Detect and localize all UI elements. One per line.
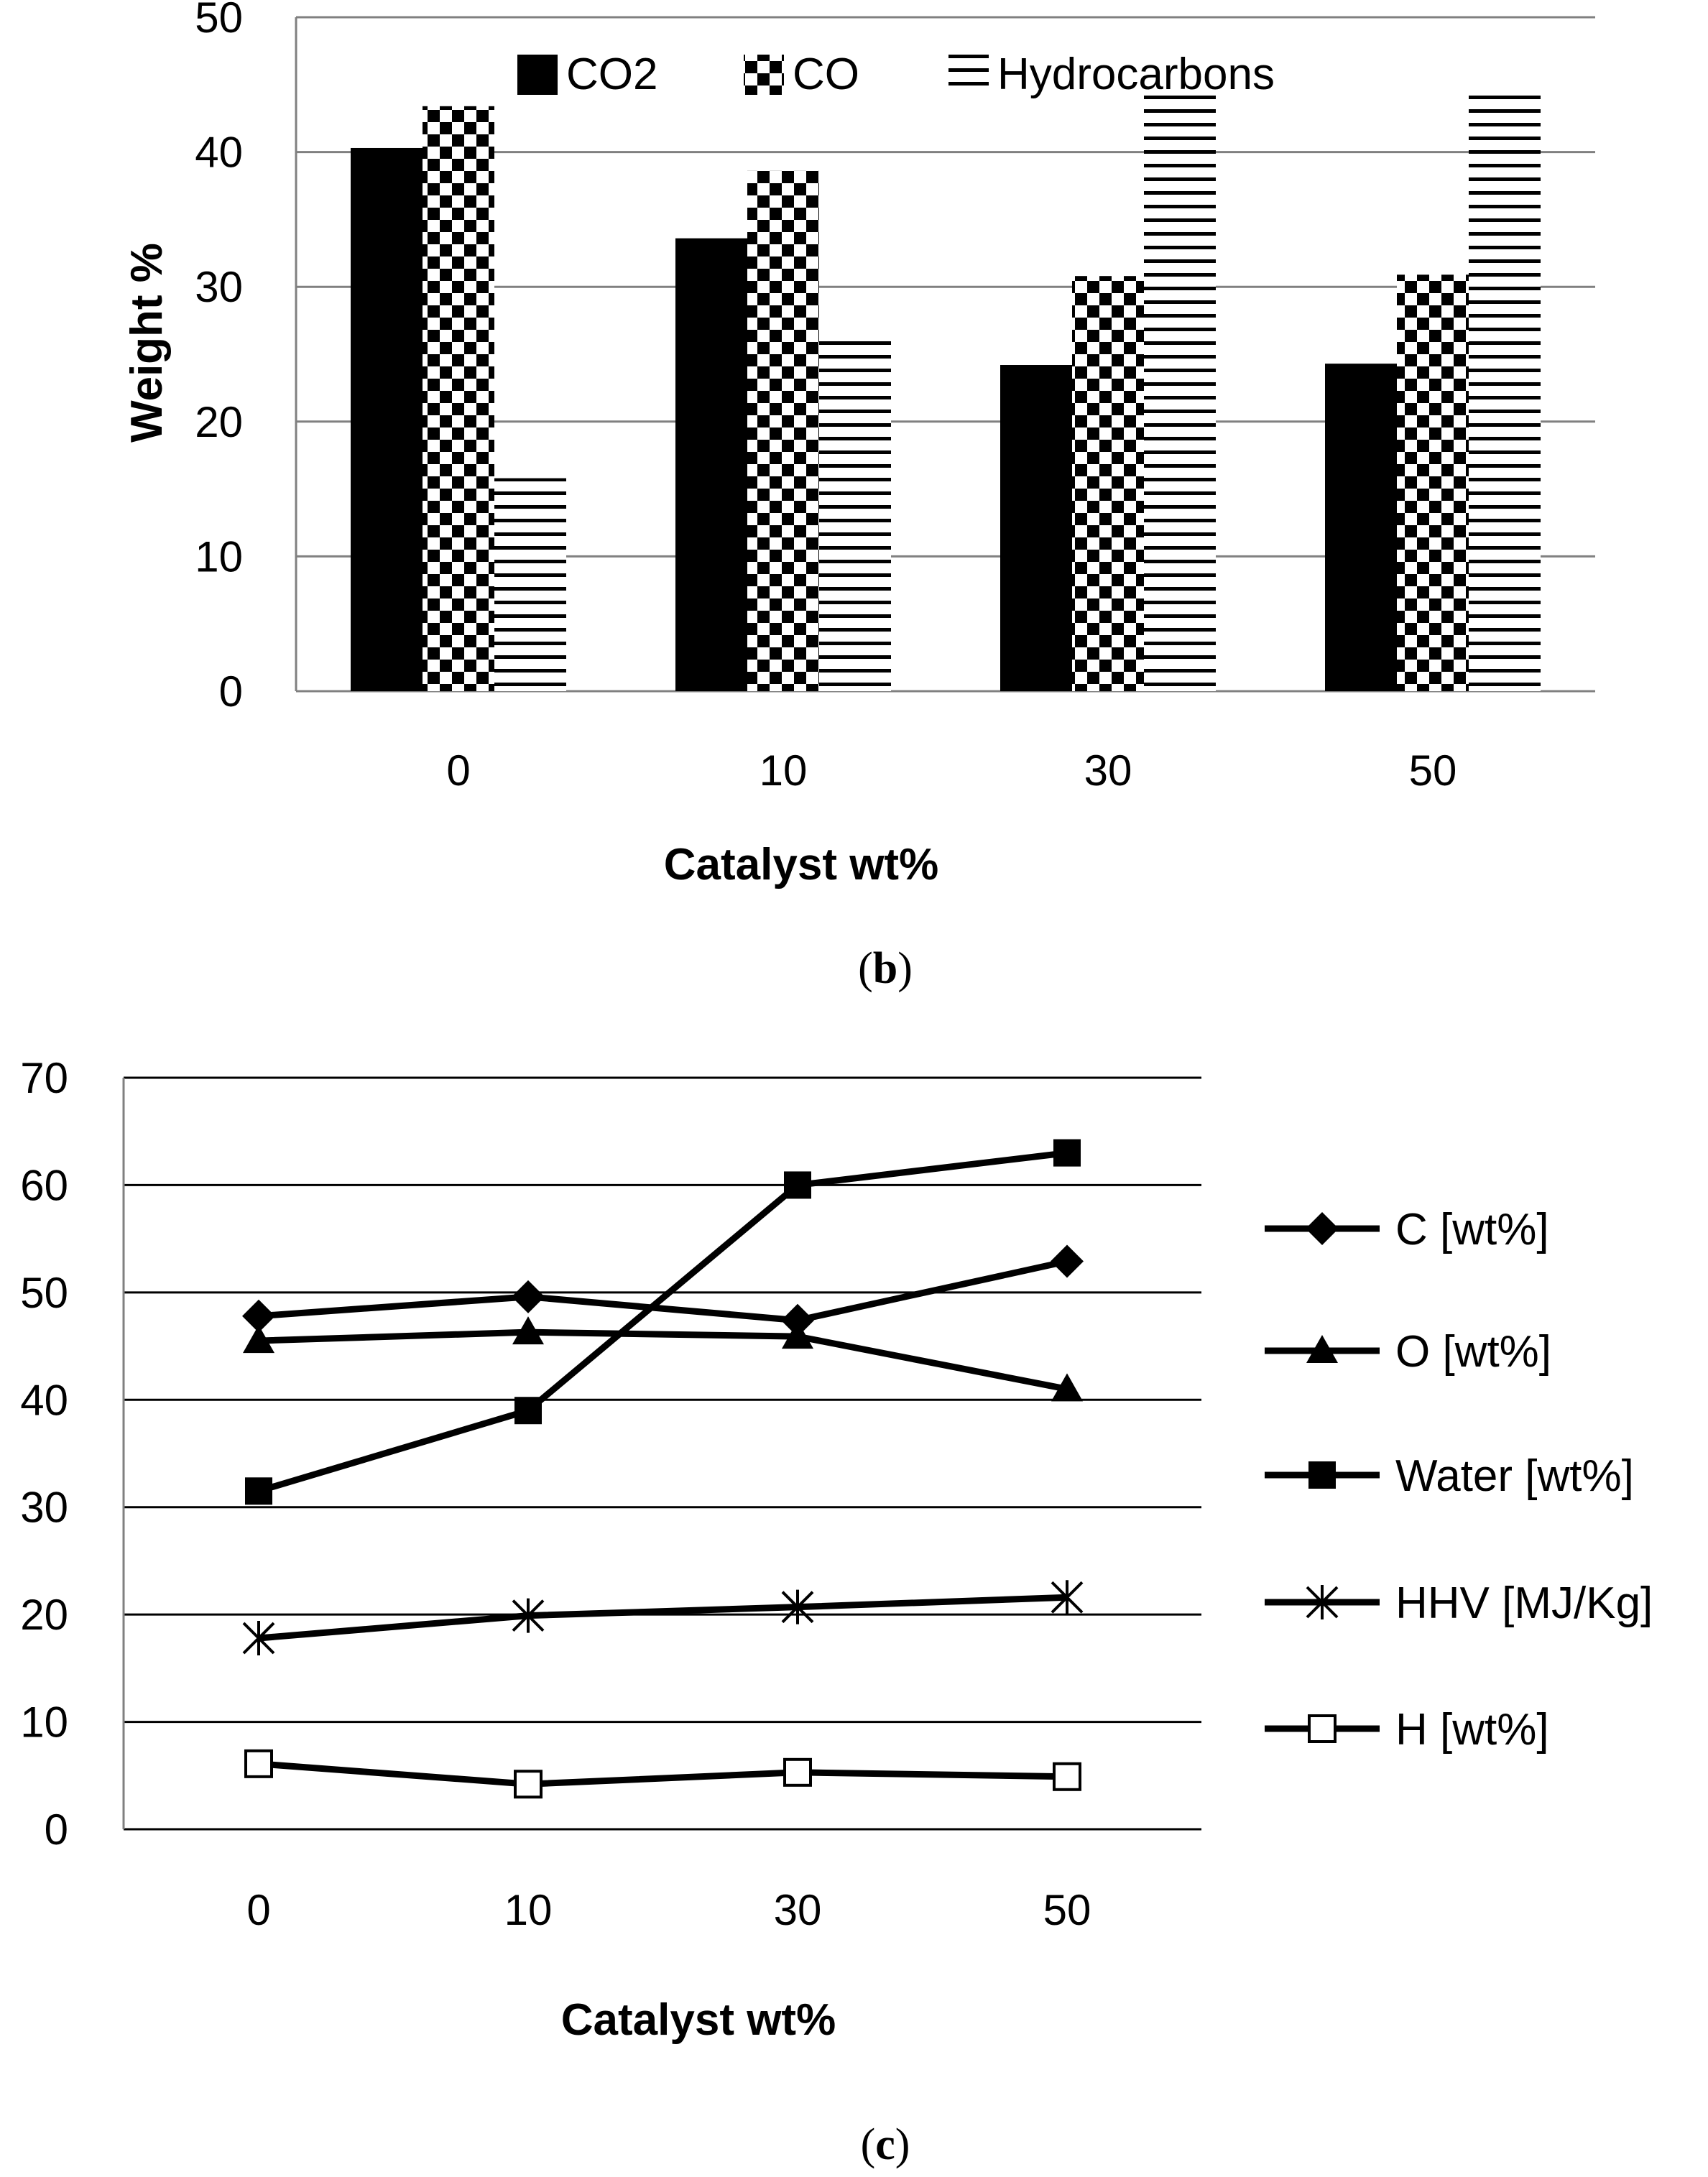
legend-label-h-wt: H [wt%]: [1395, 1705, 1549, 1755]
point-c-wt-0: [242, 1299, 275, 1333]
legend-label-hhv-mj-kg: HHV [MJ/Kg]: [1395, 1579, 1653, 1628]
legend-swatch-hydrocarbons: [948, 55, 989, 95]
line-chart-x-ticks: 0 10 30 50: [246, 1886, 1091, 1934]
bar-x-tick-label: 10: [760, 747, 808, 795]
point-water-wt-10: [514, 1397, 542, 1425]
point-h-wt-10: [514, 1770, 543, 1799]
bar-chart-panel-label: (b): [858, 944, 913, 993]
line-y-tick-label: 10: [20, 1698, 68, 1747]
bar-co2-50: [1325, 364, 1397, 691]
legend-label-co: CO: [793, 50, 859, 99]
line-chart-y-ticks: 0 10 20 30 40 50 60 70: [20, 1054, 68, 1854]
legend-marker-o-wt: [1306, 1335, 1338, 1363]
bar-chart-y-ticks: 0 10 20 30 40 50: [195, 0, 243, 716]
line-y-tick-label: 40: [20, 1376, 68, 1424]
bar-co2-0: [351, 147, 423, 692]
point-hhv-mj-kg-0: [242, 1621, 275, 1656]
legend-marker-c-wt: [1306, 1212, 1339, 1245]
point-c-wt-50: [1051, 1244, 1084, 1278]
legend-label-co2: CO2: [566, 50, 657, 99]
bar-co-30: [1072, 276, 1144, 691]
legend-swatch-co: [744, 55, 784, 95]
series-line-h-wt: [258, 1760, 1068, 1788]
bar-chart-bars: [351, 93, 1541, 692]
series-line-c-wt: [258, 1258, 1068, 1324]
bar-y-tick-label: 40: [195, 129, 243, 177]
bar-chart-legend: CO2 CO Hydrocarbons: [517, 50, 1275, 99]
bar-co2-30: [1000, 365, 1072, 691]
point-h-wt-50: [1053, 1762, 1081, 1791]
point-water-wt-30: [784, 1171, 811, 1199]
bar-chart-panel: 0 10 20 30 40 50 0 10 30 50 CO2 CO Hydrocarbons Ca…: [122, 0, 1595, 993]
point-h-wt-0: [244, 1749, 273, 1778]
series-line-hhv-mj-kg: [258, 1594, 1068, 1642]
line-y-tick-label: 20: [20, 1591, 68, 1639]
point-c-wt-10: [512, 1280, 545, 1313]
bar-co-50: [1397, 274, 1469, 691]
point-o-wt-0: [243, 1325, 274, 1354]
bar-y-tick-label: 0: [219, 667, 243, 716]
panel-label-c: c: [875, 2120, 895, 2169]
bar-y-tick-label: 10: [195, 532, 243, 581]
bar-hydrocarbons-50: [1469, 93, 1541, 691]
line-chart-gridlines: [122, 1076, 1201, 1831]
bar-co2-10: [675, 238, 747, 691]
bar-x-tick-label: 50: [1409, 747, 1457, 795]
line-chart-panel-label: (c): [861, 2120, 910, 2169]
bar-hydrocarbons-0: [494, 478, 566, 691]
point-c-wt-30: [781, 1303, 814, 1337]
legend-label-c-wt: C [wt%]: [1395, 1205, 1549, 1254]
line-x-tick-label: 50: [1043, 1886, 1091, 1934]
bar-y-tick-label: 20: [195, 398, 243, 446]
point-o-wt-50: [1051, 1373, 1083, 1402]
point-water-wt-0: [245, 1477, 272, 1505]
point-hhv-mj-kg-10: [512, 1598, 545, 1633]
bar-chart-x-ticks: 0 10 30 50: [446, 747, 1457, 795]
line-x-tick-label: 30: [774, 1886, 822, 1934]
legend-label-water-wt: Water [wt%]: [1395, 1451, 1634, 1501]
point-o-wt-10: [512, 1316, 544, 1345]
point-water-wt-50: [1053, 1139, 1081, 1167]
line-y-tick-label: 60: [20, 1161, 68, 1209]
line-chart-series: [242, 1139, 1084, 1799]
point-h-wt-30: [783, 1757, 812, 1787]
series-line-o-wt: [258, 1328, 1068, 1392]
series-line-water-wt: [257, 1150, 1068, 1494]
legend-label-o-wt: O [wt%]: [1395, 1327, 1551, 1377]
bar-x-tick-label: 30: [1084, 747, 1132, 795]
line-x-tick-label: 0: [246, 1886, 270, 1934]
line-y-tick-label: 50: [20, 1269, 68, 1317]
legend-marker-h-wt: [1308, 1714, 1337, 1743]
bar-hydrocarbons-30: [1144, 93, 1216, 691]
line-y-tick-label: 70: [20, 1054, 68, 1102]
bar-hydrocarbons-10: [819, 332, 891, 691]
line-chart-panel: 0 10 20 30 40 50 60 70 0 10 30 50 C [wt%] O [wt%] Wa…: [20, 1054, 1653, 2169]
point-o-wt-30: [782, 1321, 813, 1349]
bar-y-tick-label: 30: [195, 263, 243, 311]
legend-label-hydrocarbons: Hydrocarbons: [997, 50, 1275, 99]
bar-x-tick-label: 0: [446, 747, 470, 795]
legend-marker-water-wt: [1308, 1461, 1336, 1489]
legend-swatch-co2: [517, 55, 558, 95]
bar-co-0: [423, 106, 494, 692]
legend-marker-hhv-mj-kg: [1306, 1585, 1339, 1619]
point-hhv-mj-kg-30: [781, 1589, 814, 1624]
line-chart-x-axis-title: Catalyst wt%: [561, 1995, 836, 2045]
line-x-tick-label: 10: [504, 1886, 553, 1934]
bar-chart-x-axis-title: Catalyst wt%: [664, 840, 938, 889]
point-hhv-mj-kg-50: [1051, 1580, 1084, 1615]
bar-chart-y-axis-title: Weight %: [122, 243, 172, 443]
line-chart-legend: C [wt%] O [wt%] Water [wt%] HHV [MJ/Kg] H [w…: [1265, 1205, 1653, 1755]
bar-y-tick-label: 50: [195, 0, 243, 42]
bar-co-10: [747, 170, 819, 691]
panel-label-b: b: [873, 944, 897, 993]
line-y-tick-label: 30: [20, 1484, 68, 1532]
line-y-tick-label: 0: [45, 1806, 68, 1854]
